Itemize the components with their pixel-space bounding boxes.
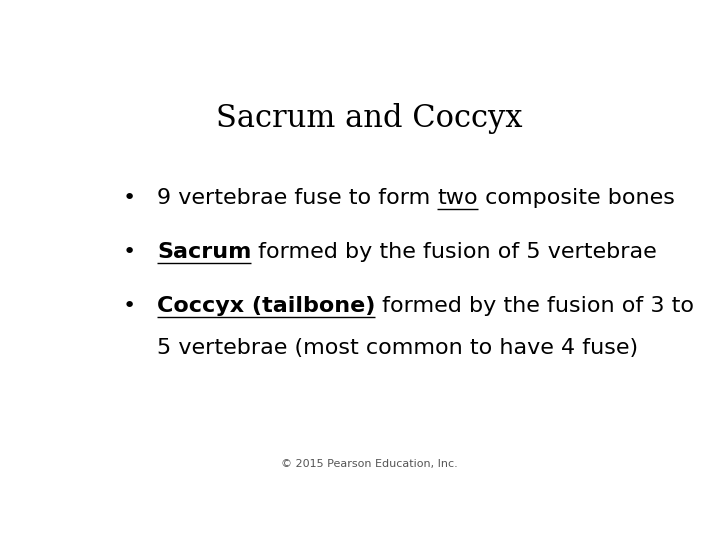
Text: formed by the fusion of 5 vertebrae: formed by the fusion of 5 vertebrae (251, 242, 657, 262)
Text: formed by the fusion of 3 to: formed by the fusion of 3 to (375, 296, 694, 316)
Text: Sacrum: Sacrum (157, 242, 251, 262)
Text: 9 vertebrae fuse to form: 9 vertebrae fuse to form (157, 188, 437, 208)
Text: Sacrum and Coccyx: Sacrum and Coccyx (216, 103, 522, 134)
Text: •: • (122, 296, 135, 316)
Text: © 2015 Pearson Education, Inc.: © 2015 Pearson Education, Inc. (281, 459, 457, 469)
Text: Coccyx (tailbone): Coccyx (tailbone) (157, 296, 375, 316)
Text: 5 vertebrae (most common to have 4 fuse): 5 vertebrae (most common to have 4 fuse) (157, 338, 638, 357)
Text: •: • (122, 188, 135, 208)
Text: two: two (437, 188, 478, 208)
Text: •: • (122, 242, 135, 262)
Text: composite bones: composite bones (478, 188, 675, 208)
